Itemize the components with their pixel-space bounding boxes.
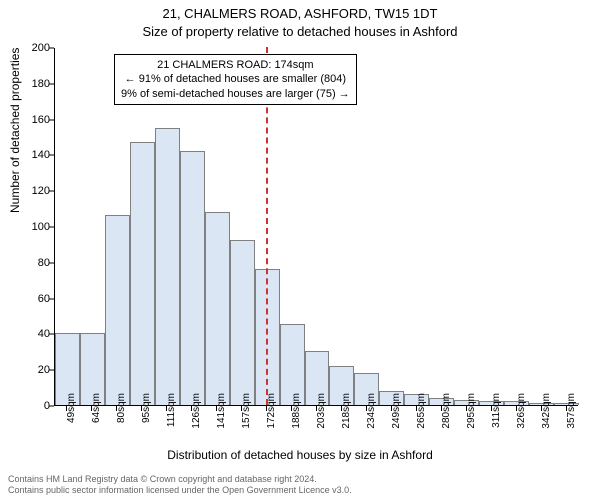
chart-title: 21, CHALMERS ROAD, ASHFORD, TW15 1DT (0, 6, 600, 21)
histogram-bar (130, 142, 155, 405)
x-tick-mark (216, 406, 217, 411)
x-tick-mark (91, 406, 92, 411)
histogram-bar (180, 151, 205, 405)
x-tick-mark (541, 406, 542, 411)
chart-container: 21, CHALMERS ROAD, ASHFORD, TW15 1DT Siz… (0, 0, 600, 500)
histogram-bar (155, 128, 180, 405)
x-tick-label: 249sqm (391, 389, 402, 431)
histogram-bar (230, 240, 255, 405)
y-tick-mark (49, 155, 54, 156)
y-tick-mark (49, 119, 54, 120)
chart-subtitle: Size of property relative to detached ho… (0, 24, 600, 39)
annotation-box: 21 CHALMERS ROAD: 174sqm ← 91% of detach… (114, 54, 357, 105)
x-tick-label: 49sqm (66, 389, 77, 431)
x-tick-label: 218sqm (341, 389, 352, 431)
x-tick-label: 111sqm (166, 389, 177, 431)
x-tick-label: 188sqm (291, 389, 302, 431)
y-tick-mark (49, 262, 54, 263)
x-tick-mark (516, 406, 517, 411)
x-tick-mark (441, 406, 442, 411)
x-tick-mark (366, 406, 367, 411)
x-tick-label: 295sqm (466, 389, 477, 431)
x-tick-label: 342sqm (541, 389, 552, 431)
y-tick-mark (49, 191, 54, 192)
attribution-text: Contains HM Land Registry data © Crown c… (8, 474, 352, 496)
x-tick-label: 265sqm (416, 389, 427, 431)
y-tick-mark (49, 48, 54, 49)
y-tick-mark (49, 406, 54, 407)
x-tick-mark (141, 406, 142, 411)
x-tick-label: 357sqm (566, 389, 577, 431)
x-tick-label: 141sqm (216, 389, 227, 431)
y-tick-mark (49, 227, 54, 228)
x-tick-mark (466, 406, 467, 411)
attribution-line-2: Contains public sector information licen… (8, 485, 352, 496)
x-axis-label: Distribution of detached houses by size … (0, 448, 600, 462)
histogram-bar (105, 215, 130, 405)
y-tick-mark (49, 298, 54, 299)
x-tick-mark (241, 406, 242, 411)
annotation-line-3: 9% of semi-detached houses are larger (7… (121, 87, 350, 101)
annotation-line-1: 21 CHALMERS ROAD: 174sqm (121, 58, 350, 72)
y-tick-mark (49, 83, 54, 84)
x-tick-mark (116, 406, 117, 411)
x-tick-label: 80sqm (116, 389, 127, 431)
x-tick-mark (266, 406, 267, 411)
y-tick-mark (49, 334, 54, 335)
x-tick-label: 203sqm (316, 389, 327, 431)
x-tick-label: 280sqm (441, 389, 452, 431)
x-tick-label: 126sqm (191, 389, 202, 431)
attribution-line-1: Contains HM Land Registry data © Crown c… (8, 474, 352, 485)
x-tick-mark (66, 406, 67, 411)
x-tick-mark (566, 406, 567, 411)
annotation-line-2: ← 91% of detached houses are smaller (80… (121, 72, 350, 86)
x-tick-label: 64sqm (91, 389, 102, 431)
y-tick-mark (49, 370, 54, 371)
x-tick-label: 311sqm (491, 389, 502, 431)
x-tick-label: 95sqm (141, 389, 152, 431)
x-tick-label: 172sqm (266, 389, 277, 431)
x-tick-mark (491, 406, 492, 411)
x-tick-mark (291, 406, 292, 411)
x-tick-mark (391, 406, 392, 411)
x-tick-mark (416, 406, 417, 411)
x-tick-mark (166, 406, 167, 411)
x-tick-label: 157sqm (241, 389, 252, 431)
x-tick-mark (191, 406, 192, 411)
x-tick-label: 234sqm (366, 389, 377, 431)
x-tick-mark (316, 406, 317, 411)
x-tick-label: 326sqm (516, 389, 527, 431)
histogram-bar (205, 212, 230, 405)
x-tick-mark (341, 406, 342, 411)
